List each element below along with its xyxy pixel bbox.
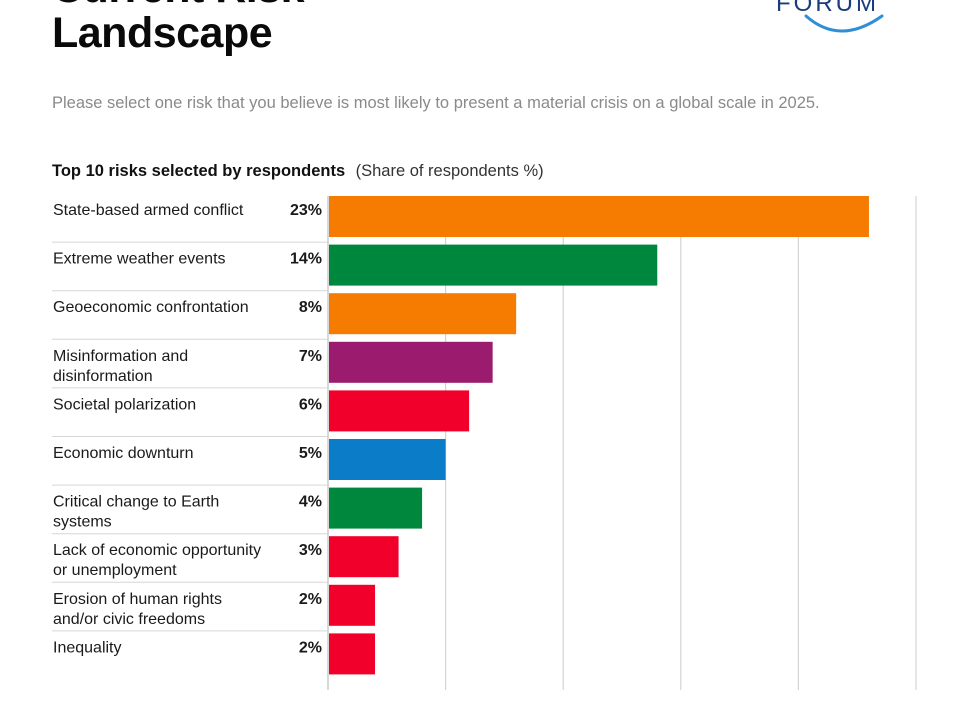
value-label-3: 8% (299, 299, 322, 316)
subtitle: Please select one risk that you believe … (52, 94, 820, 112)
bar-8 (329, 536, 399, 578)
category-label-7: Critical change to Earth systems (53, 494, 219, 531)
bar-4 (329, 341, 493, 383)
title-line-2: Landscape (52, 9, 273, 57)
title-line-1: Current Risk (52, 0, 305, 12)
bar-9 (329, 584, 376, 626)
category-label-8: Lack of economic opportunity or unemploym… (53, 542, 261, 579)
value-label-2: 14% (290, 251, 322, 268)
forum-logo: FORUM (770, 0, 900, 46)
category-label-6: Economic downturn (53, 445, 194, 462)
chart-title: Top 10 risks selected by respondents (52, 162, 346, 180)
chart-unit-label: (Share of respondents %) (355, 162, 544, 180)
category-label-2: Extreme weather events (53, 251, 226, 268)
logo-text: FORUM (776, 0, 879, 17)
bar-5 (329, 390, 470, 432)
value-label-8: 3% (299, 542, 322, 559)
value-label-4: 7% (299, 348, 322, 365)
value-label-5: 6% (299, 396, 322, 413)
bar-7 (329, 487, 423, 529)
category-label-9: Erosion of human rights and/or civic free… (53, 591, 222, 628)
value-label-9: 2% (299, 591, 322, 608)
logo-arc-icon (804, 14, 884, 33)
bar-10 (329, 633, 376, 675)
category-label-10: Inequality (53, 639, 122, 656)
value-label-7: 4% (299, 494, 322, 511)
value-label-10: 2% (299, 639, 322, 656)
bar-6 (329, 439, 446, 480)
page-title: Current Risk Landscape (52, 0, 305, 57)
value-label-1: 23% (290, 202, 322, 219)
bar-1 (329, 196, 869, 237)
category-label-5: Societal polarization (53, 396, 196, 413)
category-label-3: Geoeconomic confrontation (53, 299, 249, 316)
category-label-1: State-based armed conflict (53, 202, 244, 219)
bar-3 (329, 293, 517, 335)
category-label-4: Misinformation and disinformation (53, 348, 188, 385)
value-label-6: 5% (299, 445, 322, 462)
bar-2 (329, 244, 658, 286)
chart-header: Top 10 risks selected by respondents (Sh… (52, 162, 544, 181)
